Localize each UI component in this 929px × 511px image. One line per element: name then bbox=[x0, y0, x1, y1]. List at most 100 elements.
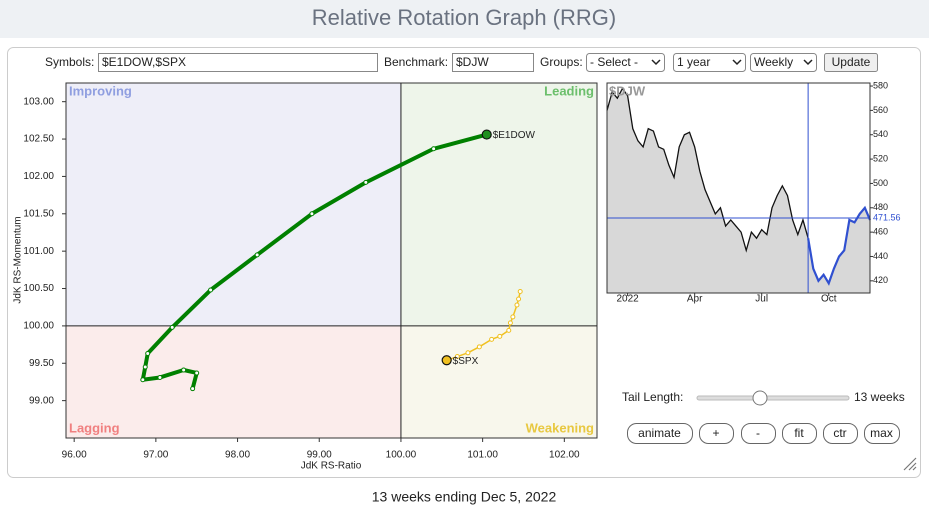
benchmark-line bbox=[606, 87, 809, 253]
x-tick-label: Oct bbox=[821, 294, 837, 305]
series-label: $SPX bbox=[453, 356, 479, 367]
benchmark-input-text: $DJW bbox=[456, 55, 489, 69]
groups-select[interactable] bbox=[586, 53, 665, 72]
frequency-select[interactable] bbox=[750, 53, 817, 72]
y-tick-label: 101.50 bbox=[23, 208, 54, 219]
y-tick-label: 103.00 bbox=[23, 96, 54, 107]
plot-border bbox=[65, 82, 598, 439]
y-tick-label: 500 bbox=[873, 178, 888, 188]
y-tick-label: 99.00 bbox=[29, 395, 54, 406]
quadrant-label: Weakening bbox=[526, 420, 594, 435]
tail-point bbox=[431, 146, 437, 152]
slider-track[interactable] bbox=[696, 395, 850, 401]
control-button-text: ctr bbox=[833, 426, 846, 440]
quadrant bbox=[400, 83, 597, 326]
quadrant bbox=[66, 325, 401, 438]
dropdown-arrow bbox=[651, 59, 661, 66]
page-title: Relative Rotation Graph (RRG) bbox=[312, 5, 616, 30]
y-tick-label: 420 bbox=[873, 275, 888, 285]
dropdown-arrow bbox=[732, 59, 742, 66]
series-label: $E1DOW bbox=[493, 130, 536, 141]
tail-point bbox=[309, 211, 315, 217]
control-button[interactable] bbox=[864, 423, 900, 444]
control-button[interactable] bbox=[782, 423, 817, 444]
control-button-text: - bbox=[756, 426, 760, 440]
tail-point bbox=[465, 350, 471, 356]
tail-head[interactable] bbox=[481, 129, 492, 140]
benchmark-border bbox=[606, 82, 871, 294]
tail-point bbox=[140, 377, 146, 383]
symbols-input[interactable] bbox=[98, 53, 378, 72]
control-button-text: + bbox=[712, 426, 719, 440]
tail-line bbox=[140, 132, 489, 391]
y-tick-label: 100.50 bbox=[23, 283, 54, 294]
resize-handle[interactable] bbox=[903, 457, 917, 471]
tail-point bbox=[514, 302, 520, 308]
benchmark-chart: $DJW 420 440 460 480 500 520 540 560 580 471.56 202… bbox=[606, 80, 901, 305]
benchmark-highlight bbox=[807, 205, 872, 286]
y-tick-label: 480 bbox=[873, 202, 888, 212]
tail-point bbox=[142, 364, 148, 370]
tail-point bbox=[208, 287, 214, 293]
x-axis-label: JdK RS-Ratio bbox=[301, 461, 362, 472]
tail-point bbox=[169, 324, 175, 330]
y-tick-label: 520 bbox=[873, 153, 888, 163]
y-tick-label: 99.50 bbox=[29, 358, 54, 369]
quadrant bbox=[400, 325, 597, 438]
control-button[interactable] bbox=[699, 423, 734, 444]
tail-length-value: 13 weeks bbox=[854, 390, 905, 404]
tail-point bbox=[363, 179, 369, 185]
period-select-text: 1 year bbox=[677, 55, 710, 69]
benchmark-title: $DJW bbox=[609, 83, 646, 98]
x-tick-label: Apr bbox=[687, 294, 703, 305]
tail-point bbox=[181, 367, 187, 373]
benchmark-area bbox=[607, 88, 870, 293]
y-tick-label: 560 bbox=[873, 105, 888, 115]
control-button[interactable] bbox=[627, 423, 693, 444]
tail-point bbox=[517, 289, 523, 295]
x-tick-label: 2022 bbox=[617, 294, 640, 305]
current-value-label: 471.56 bbox=[873, 212, 901, 222]
x-tick-label: 99.00 bbox=[307, 450, 332, 461]
x-tick-label: 102.00 bbox=[549, 450, 580, 461]
tail-point bbox=[194, 370, 200, 376]
update-button[interactable] bbox=[824, 53, 878, 72]
quadrant-label: Leading bbox=[544, 83, 594, 98]
benchmark-input[interactable] bbox=[452, 53, 534, 72]
tail-point bbox=[145, 351, 151, 357]
y-tick-label: 540 bbox=[873, 129, 888, 139]
slider-thumb[interactable] bbox=[752, 390, 768, 406]
tail-point bbox=[190, 386, 196, 392]
toolbar: Symbols: $E1DOW,$SPX Benchmark: $DJW Groups:… bbox=[45, 53, 878, 72]
groups-select-text: - Select - bbox=[590, 55, 638, 69]
x-tick-label: Jul bbox=[755, 294, 768, 305]
quadrant-label: Improving bbox=[69, 83, 132, 98]
rrg-chart: Improving Leading Lagging Weakening 96.00 97.… bbox=[13, 82, 598, 472]
control-button[interactable] bbox=[741, 423, 776, 444]
y-axis-label: JdK RS-Momentum bbox=[13, 216, 24, 303]
tail-point bbox=[489, 336, 495, 342]
title-bar bbox=[0, 0, 929, 38]
control-button[interactable] bbox=[823, 423, 858, 444]
quadrant-label: Lagging bbox=[69, 420, 120, 435]
y-tick-label: 100.00 bbox=[23, 321, 54, 332]
controls: Tail Length: 13 weeks animate + - fit ctr max bbox=[622, 390, 905, 444]
field-label: Groups: bbox=[540, 55, 583, 69]
tail-head[interactable] bbox=[441, 355, 452, 366]
period-select[interactable] bbox=[673, 53, 746, 72]
tail-point bbox=[157, 374, 163, 380]
update-button-text: Update bbox=[832, 55, 871, 69]
frequency-select-text: Weekly bbox=[754, 55, 793, 69]
footer-text: 13 weeks ending Dec 5, 2022 bbox=[372, 489, 557, 505]
x-tick-label: 96.00 bbox=[62, 450, 87, 461]
tail-point bbox=[507, 320, 513, 326]
tail-point bbox=[497, 333, 503, 339]
control-button-text: max bbox=[870, 426, 893, 440]
tail-point bbox=[510, 314, 516, 320]
y-tick-label: 101.00 bbox=[23, 246, 54, 257]
symbols-input-text: $E1DOW,$SPX bbox=[102, 55, 186, 69]
y-tick-label: 460 bbox=[873, 227, 888, 237]
dropdown-arrow bbox=[803, 59, 813, 66]
y-tick-label: 102.50 bbox=[23, 134, 54, 145]
